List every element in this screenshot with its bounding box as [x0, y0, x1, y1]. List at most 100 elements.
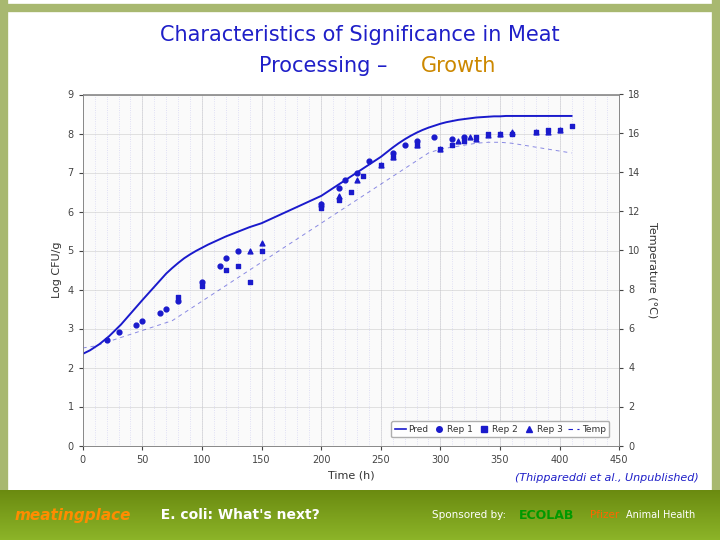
- Bar: [0, 509, 720, 510]
- Point: [137, 316, 148, 325]
- Point: [363, 157, 374, 165]
- Point: [333, 184, 345, 192]
- Point: [172, 293, 184, 302]
- Point: [554, 125, 565, 134]
- Point: [131, 320, 143, 329]
- Bar: [0, 538, 720, 539]
- Point: [101, 336, 112, 345]
- Point: [494, 129, 505, 138]
- Point: [530, 127, 541, 136]
- Bar: [0, 500, 720, 501]
- Point: [333, 192, 345, 200]
- Point: [387, 153, 398, 161]
- Bar: [0, 533, 720, 534]
- Bar: [0, 519, 720, 520]
- Bar: [0, 505, 720, 506]
- Bar: [0, 523, 720, 524]
- Text: Characteristics of Significance in Meat: Characteristics of Significance in Meat: [160, 25, 560, 45]
- Bar: [0, 496, 720, 497]
- Point: [446, 135, 458, 144]
- Point: [232, 262, 243, 271]
- Point: [399, 141, 410, 150]
- Text: Sponsored by:: Sponsored by:: [432, 510, 506, 520]
- Point: [470, 135, 482, 144]
- Bar: [0, 513, 720, 514]
- Point: [244, 278, 256, 286]
- Point: [197, 281, 208, 290]
- Bar: [0, 511, 720, 512]
- Bar: [0, 534, 720, 535]
- Point: [161, 305, 172, 313]
- Point: [435, 145, 446, 153]
- Point: [375, 160, 387, 169]
- Bar: [0, 524, 720, 525]
- Point: [172, 297, 184, 306]
- Point: [315, 203, 327, 212]
- Bar: [0, 508, 720, 509]
- Bar: [0, 531, 720, 532]
- Bar: [0, 510, 720, 511]
- Point: [339, 176, 351, 185]
- Point: [435, 145, 446, 153]
- Point: [315, 199, 327, 208]
- Point: [220, 254, 232, 262]
- Bar: [0, 498, 720, 500]
- Point: [214, 262, 225, 271]
- Point: [482, 131, 494, 140]
- Bar: [0, 518, 720, 519]
- Bar: [0, 522, 720, 523]
- Point: [554, 125, 565, 134]
- Point: [333, 195, 345, 204]
- Text: E. coli: What's next?: E. coli: What's next?: [151, 508, 320, 522]
- Point: [542, 125, 554, 134]
- Bar: [0, 526, 720, 527]
- Point: [506, 129, 518, 138]
- Point: [113, 328, 125, 337]
- Point: [428, 133, 440, 141]
- Bar: [0, 504, 720, 505]
- X-axis label: Time (h): Time (h): [328, 470, 374, 480]
- Y-axis label: Log CFU/g: Log CFU/g: [52, 242, 62, 298]
- Bar: [0, 521, 720, 522]
- Point: [256, 246, 267, 255]
- Point: [411, 141, 423, 150]
- Bar: [0, 497, 720, 498]
- Point: [411, 137, 423, 146]
- Bar: [0, 525, 720, 526]
- Bar: [0, 503, 720, 504]
- Bar: [0, 502, 720, 503]
- Text: Processing –: Processing –: [259, 56, 395, 76]
- Bar: [0, 517, 720, 518]
- Bar: [0, 495, 720, 496]
- Bar: [0, 520, 720, 521]
- Point: [459, 133, 470, 141]
- Point: [346, 188, 357, 197]
- Point: [530, 127, 541, 136]
- Bar: [0, 490, 720, 491]
- Point: [375, 160, 387, 169]
- Bar: [0, 529, 720, 530]
- Bar: [0, 514, 720, 515]
- Point: [197, 278, 208, 286]
- Bar: [0, 535, 720, 536]
- Bar: [0, 491, 720, 492]
- Point: [494, 129, 505, 138]
- Point: [459, 137, 470, 146]
- Bar: [0, 527, 720, 528]
- Text: Animal Health: Animal Health: [626, 510, 696, 520]
- Bar: [0, 507, 720, 508]
- Text: Pfizer: Pfizer: [590, 510, 620, 520]
- Point: [155, 308, 166, 317]
- Bar: [0, 530, 720, 531]
- Point: [256, 238, 267, 247]
- Point: [506, 127, 518, 136]
- Point: [411, 141, 423, 150]
- Legend: Pred, Rep 1, Rep 2, Rep 3, Temp: Pred, Rep 1, Rep 2, Rep 3, Temp: [391, 421, 609, 437]
- Text: (Thippareddi et al., Unpublished): (Thippareddi et al., Unpublished): [515, 473, 698, 483]
- Y-axis label: Temperature (°C): Temperature (°C): [647, 222, 657, 318]
- Text: meatingplace: meatingplace: [14, 508, 131, 523]
- Bar: [0, 516, 720, 517]
- Bar: [0, 536, 720, 537]
- Point: [232, 246, 243, 255]
- Bar: [0, 501, 720, 502]
